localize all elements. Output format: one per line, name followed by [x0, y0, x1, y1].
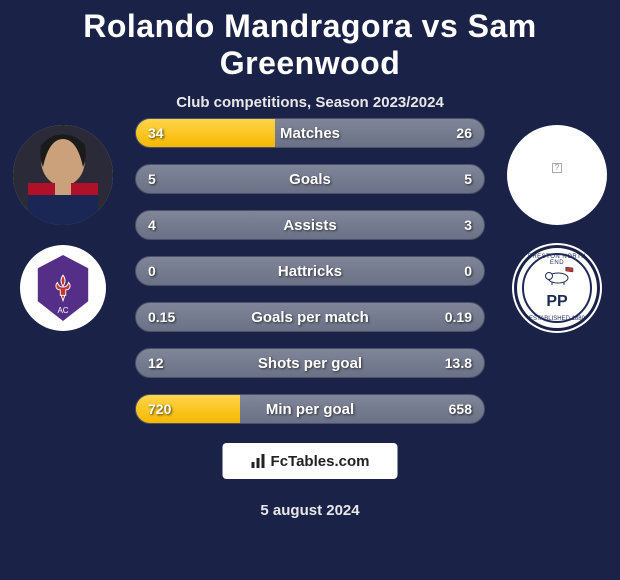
preston-ring-top: PRESTON NORTH END [524, 254, 590, 266]
stat-label: Min per goal [266, 401, 354, 418]
fctables-text: FcTables.com [271, 453, 370, 470]
stat-value-right: 13.8 [445, 355, 472, 371]
lamb-icon [540, 267, 574, 290]
stat-value-right: 658 [449, 401, 472, 417]
fctables-logo[interactable]: FcTables.com [223, 443, 398, 479]
stat-row: 12 Shots per goal 13.8 [135, 348, 485, 378]
stat-label: Assists [283, 217, 336, 234]
page-title: Rolando Mandragora vs Sam Greenwood [0, 0, 620, 82]
right-column: ? PRESTON NORTH END PP ESTABLISHED 1880 [502, 110, 612, 331]
stat-row: 5 Goals 5 [135, 164, 485, 194]
stat-value-left: 12 [148, 355, 164, 371]
stat-value-right: 0 [464, 263, 472, 279]
stat-value-left: 0.15 [148, 309, 175, 325]
stat-row: 0 Hattricks 0 [135, 256, 485, 286]
stat-row: 34 Matches 26 [135, 118, 485, 148]
stat-value-left: 5 [148, 171, 156, 187]
player-left-avatar [13, 125, 113, 225]
stat-label: Hattricks [278, 263, 342, 280]
preston-ring-bottom: ESTABLISHED 1880 [524, 316, 590, 322]
stat-label: Goals [289, 171, 331, 188]
preston-crest: PRESTON NORTH END PP ESTABLISHED 1880 [522, 253, 592, 323]
stat-value-right: 5 [464, 171, 472, 187]
player-right-avatar: ? [507, 125, 607, 225]
stat-value-left: 720 [148, 401, 171, 417]
left-column [8, 110, 118, 331]
stat-value-right: 26 [456, 125, 472, 141]
stat-value-left: 4 [148, 217, 156, 233]
stat-row: 720 Min per goal 658 [135, 394, 485, 424]
stat-label: Matches [280, 125, 340, 142]
club-badge-right: PRESTON NORTH END PP ESTABLISHED 1880 [514, 245, 600, 331]
stat-label: Goals per match [251, 309, 369, 326]
footer-date: 5 august 2024 [0, 502, 620, 519]
page-subtitle: Club competitions, Season 2023/2024 [0, 94, 620, 111]
fleur-de-lis-icon [52, 273, 74, 303]
stat-label: Shots per goal [258, 355, 362, 372]
player-left-silhouette [13, 125, 113, 225]
fiorentina-crest [35, 255, 91, 321]
stat-value-left: 34 [148, 125, 164, 141]
stat-row: 0.15 Goals per match 0.19 [135, 302, 485, 332]
stat-value-left: 0 [148, 263, 156, 279]
club-badge-left [20, 245, 106, 331]
stat-value-right: 3 [464, 217, 472, 233]
stat-value-right: 0.19 [445, 309, 472, 325]
missing-image-icon: ? [552, 163, 562, 173]
preston-pp-text: PP [546, 293, 567, 311]
stats-container: 34 Matches 26 5 Goals 5 4 Assists 3 0 Hattricks 0 0.… [135, 118, 485, 440]
stat-row: 4 Assists 3 [135, 210, 485, 240]
bar-chart-icon [251, 454, 267, 468]
